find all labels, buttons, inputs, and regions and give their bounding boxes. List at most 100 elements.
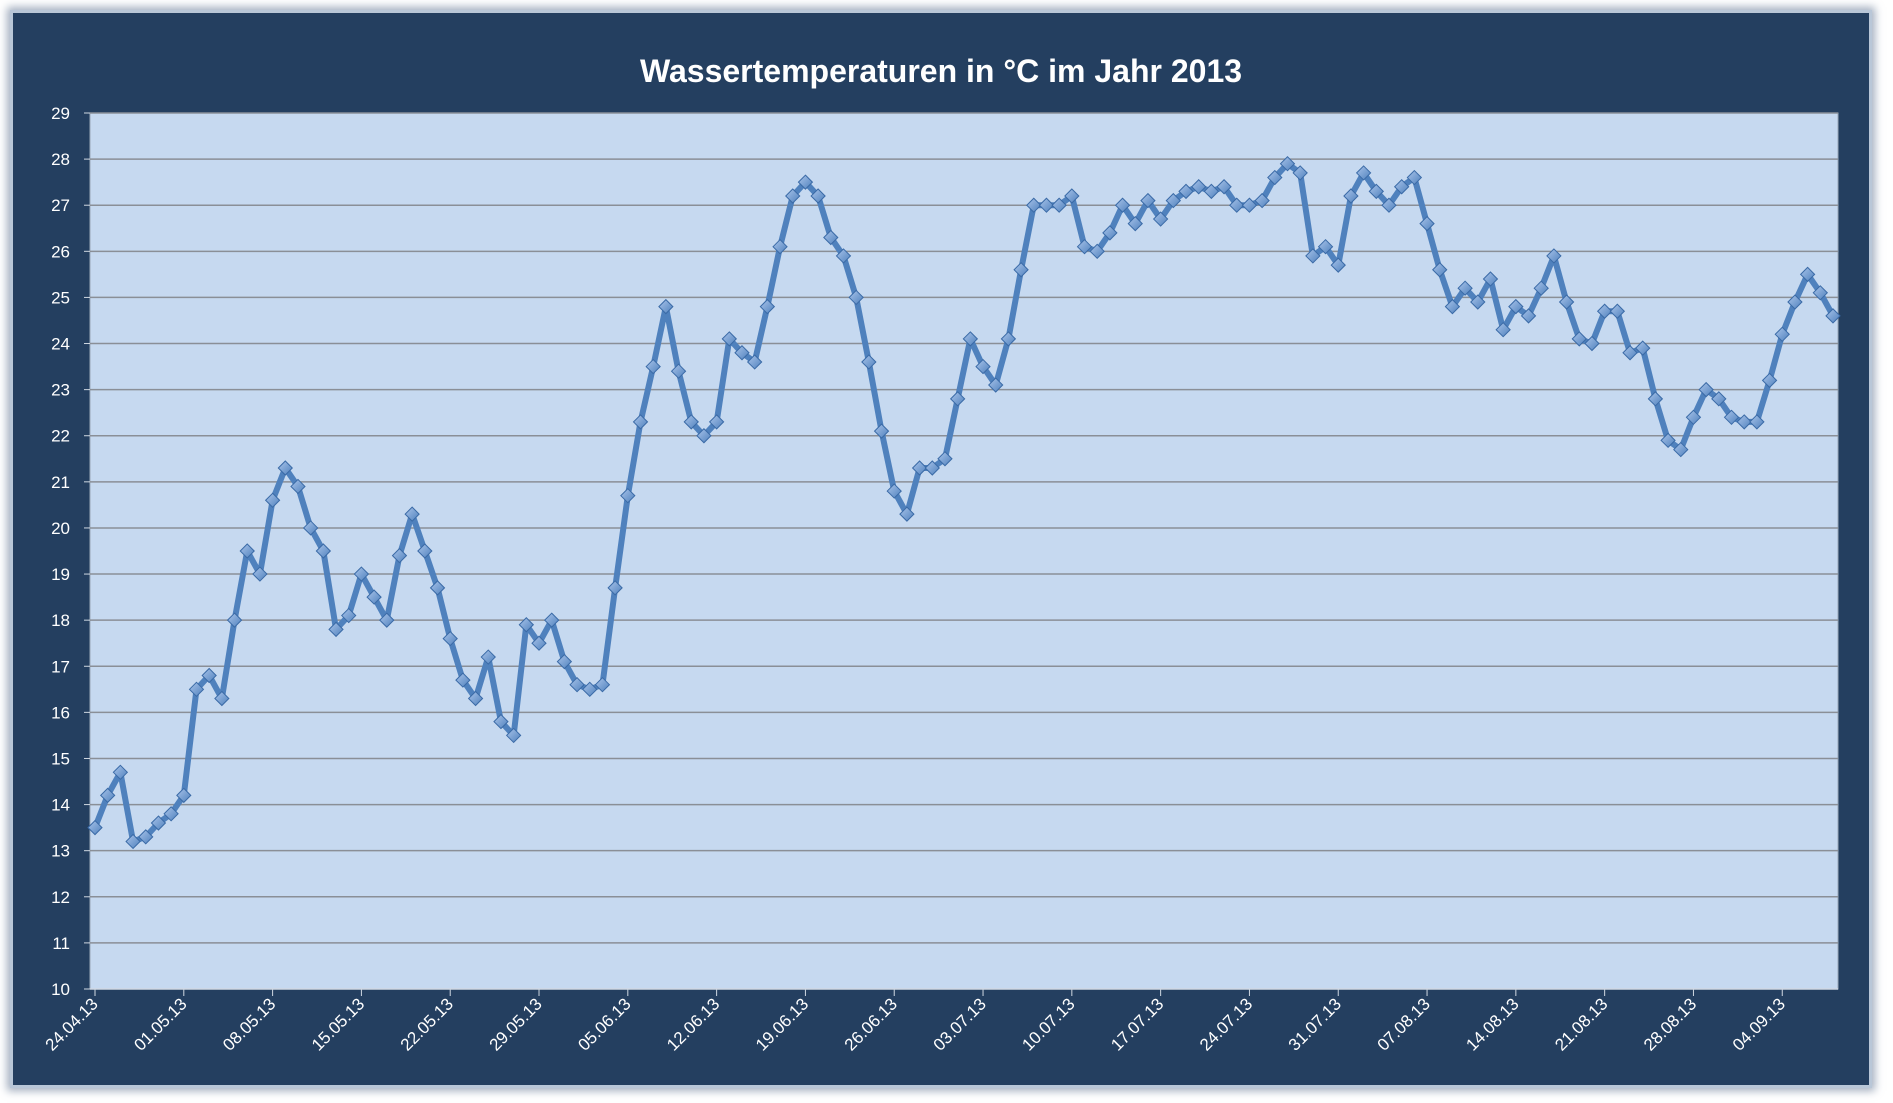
data-point <box>353 566 370 582</box>
data-point <box>455 672 471 688</box>
data-point <box>1622 345 1638 361</box>
data-point <box>949 391 966 407</box>
data-point <box>99 787 116 804</box>
y-tick-label: 20 <box>51 519 70 538</box>
data-point <box>163 806 179 822</box>
data-point <box>1203 183 1220 200</box>
data-point <box>379 612 395 628</box>
data-point <box>1317 238 1334 255</box>
data-point <box>1432 262 1448 278</box>
data-point <box>1254 192 1270 209</box>
data-point <box>988 377 1004 393</box>
data-point <box>835 248 852 264</box>
data-point <box>1546 248 1562 264</box>
data-point <box>1026 197 1042 213</box>
x-tick-label: 19.06.13 <box>752 994 812 1054</box>
chart-title: Wassertemperaturen in °C im Jahr 2013 <box>639 53 1243 89</box>
x-tick-label: 29.05.13 <box>486 994 546 1054</box>
data-point <box>569 676 585 693</box>
data-point <box>429 580 446 596</box>
data-point <box>1444 298 1461 315</box>
x-tick-label: 10.07.13 <box>1018 994 1078 1054</box>
data-point <box>1520 308 1537 324</box>
data-point <box>620 487 636 504</box>
data-point <box>125 833 141 850</box>
data-point <box>150 815 167 831</box>
data-point <box>252 566 268 582</box>
data-point <box>1000 331 1017 347</box>
y-tick-label: 10 <box>51 980 70 999</box>
data-point <box>1190 179 1207 195</box>
data-point <box>442 630 458 647</box>
data-point <box>670 363 687 379</box>
data-point <box>1406 169 1423 186</box>
data-point <box>404 506 420 522</box>
data-point <box>1533 280 1549 296</box>
data-point <box>531 635 547 651</box>
x-axis-ticks: 24.04.13 01.05.13 08.05.13 15.05.13 22.05.13… <box>42 988 1838 1055</box>
data-point <box>1812 285 1829 301</box>
data-point <box>823 229 839 246</box>
x-tick-label: 03.07.13 <box>930 994 990 1054</box>
data-point <box>1038 197 1055 213</box>
data-point <box>1305 248 1321 264</box>
data-point <box>1723 409 1740 426</box>
data-point <box>1216 179 1232 195</box>
y-tick-label: 12 <box>51 888 70 907</box>
data-point <box>1647 391 1664 407</box>
data-point <box>188 681 205 698</box>
x-tick-label: 05.06.13 <box>574 994 634 1054</box>
data-point <box>594 676 611 693</box>
x-tick-label: 15.05.13 <box>308 994 368 1054</box>
data-point <box>975 358 991 375</box>
data-point <box>264 492 281 508</box>
data-point <box>810 188 826 204</box>
data-point <box>1051 197 1067 213</box>
data-point <box>1698 381 1714 398</box>
data-point <box>176 787 192 804</box>
data-point <box>341 607 357 624</box>
data-point <box>696 428 712 444</box>
data-point <box>772 238 788 255</box>
data-point <box>899 506 915 522</box>
data-point <box>1825 308 1841 324</box>
data-point <box>1013 262 1029 278</box>
data-point <box>1749 414 1765 430</box>
data-point <box>1368 183 1385 200</box>
y-tick-label: 27 <box>51 196 70 215</box>
data-point <box>302 520 319 536</box>
data-point <box>1736 414 1752 430</box>
y-tick-label: 14 <box>51 796 70 815</box>
y-tick-label: 17 <box>51 657 70 676</box>
y-tick-label: 24 <box>51 335 70 354</box>
x-tick-label: 22.05.13 <box>397 994 457 1054</box>
data-point <box>328 621 344 638</box>
data-point <box>1609 303 1626 319</box>
data-point <box>543 612 560 628</box>
data-point <box>721 331 738 347</box>
x-tick-label: 14.08.13 <box>1462 994 1522 1054</box>
data-point <box>1457 280 1473 296</box>
data-point <box>1635 340 1651 356</box>
data-point <box>226 612 243 628</box>
data-point <box>1685 409 1702 426</box>
gridlines <box>90 112 1838 944</box>
data-point <box>290 478 306 495</box>
data-point <box>1419 215 1435 232</box>
y-tick-label: 11 <box>52 934 70 953</box>
data-point <box>1089 243 1105 260</box>
data-point <box>683 414 699 430</box>
x-tick-label: 12.06.13 <box>663 994 723 1054</box>
data-point <box>873 423 890 439</box>
data-point <box>87 819 103 836</box>
y-tick-label: 18 <box>51 611 70 630</box>
y-axis-ticks: 10 11 12 13 14 15 16 17 18 19 20 21 22 23 24 25 26 27 28 29 <box>51 104 90 999</box>
data-point <box>1495 321 1511 338</box>
data-point <box>1292 165 1308 181</box>
data-point <box>1761 372 1778 389</box>
y-tick-label: 29 <box>51 104 70 123</box>
data-point <box>734 345 750 361</box>
data-point <box>505 727 522 744</box>
data-point <box>1267 169 1283 186</box>
